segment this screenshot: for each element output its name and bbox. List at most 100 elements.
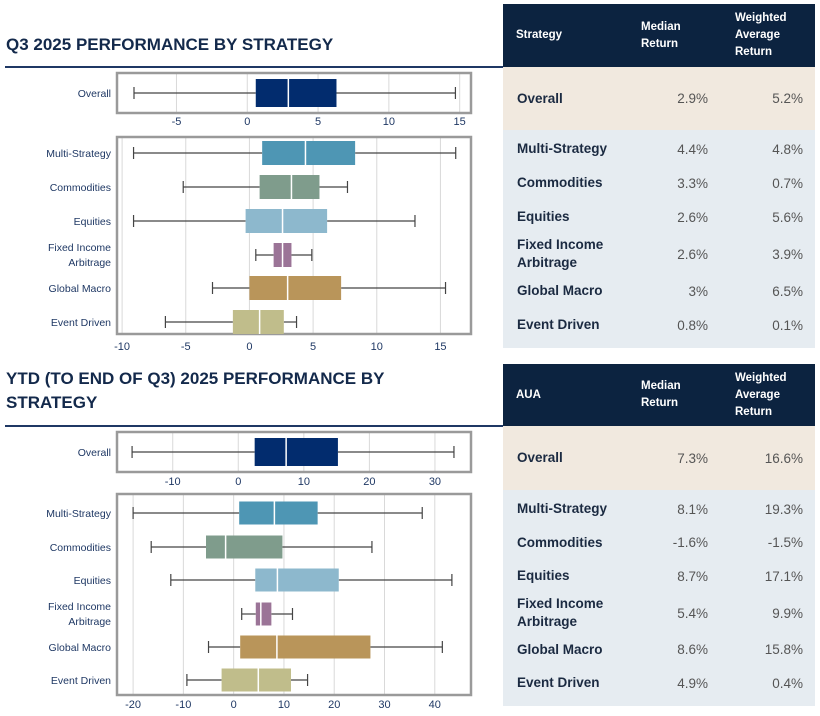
box-iqr: [255, 79, 337, 107]
boxplot-panel: -5 0 5 10 15 Overall: [78, 71, 473, 128]
category-label: Commodities: [50, 182, 111, 194]
median-return: 2.9%: [677, 91, 708, 106]
ytd-performance-table: AUA Median Return Weighted Average Retur…: [503, 364, 815, 706]
header-weighted: Weighted Average Return: [735, 12, 787, 58]
x-tick-label: 0: [231, 699, 237, 711]
row-label: Commodities: [517, 534, 603, 550]
table-bottom-padding: [503, 700, 815, 706]
category-label: Multi-Strategy: [46, 148, 112, 160]
category-label: Fixed Income Arbitrage: [48, 242, 111, 269]
table-row: Overall 2.9% 5.2%: [503, 67, 815, 130]
x-tick-label: -10: [175, 699, 191, 711]
header-median: Median Return: [641, 380, 681, 409]
table-header: AUA Median Return Weighted Average Retur…: [503, 364, 815, 426]
median-return: 4.9%: [677, 675, 708, 691]
box-iqr: [206, 535, 283, 559]
category-label: Commodities: [50, 542, 111, 554]
median-return: 5.4%: [677, 605, 708, 621]
x-tick-label: 10: [371, 341, 383, 353]
row-label: Equities: [517, 568, 570, 583]
x-tick-label: 5: [315, 116, 321, 128]
section-title-q3: Q3 2025 PERFORMANCE BY STRATEGY: [6, 35, 334, 54]
table-row: Fixed Income Arbitrage 5.4% 9.9%: [503, 593, 815, 633]
x-tick-label: 20: [363, 476, 375, 488]
weighted-average-return: 6.5%: [772, 283, 803, 299]
x-tick-label: -10: [114, 341, 130, 353]
row-label: Overall: [517, 90, 563, 106]
header-label: Strategy: [516, 29, 563, 41]
table-row: Multi-Strategy 8.1% 19.3%: [503, 490, 815, 526]
row-label: Fixed Income Arbitrage: [517, 596, 604, 629]
median-return: 0.8%: [677, 317, 708, 333]
title-underline: [5, 425, 505, 427]
weighted-average-return: 16.6%: [764, 450, 803, 466]
weighted-average-return: -1.5%: [767, 535, 803, 550]
q3-performance-table: Strategy Median Return Weighted Average …: [503, 4, 815, 348]
weighted-average-return: 0.7%: [772, 175, 803, 191]
section-title-ytd: YTD (TO END OF Q3) 2025 PERFORMANCE BY S…: [6, 369, 385, 412]
weighted-average-return: 4.8%: [772, 141, 803, 157]
x-tick-label: 30: [429, 476, 441, 488]
x-tick-label: 10: [278, 699, 290, 711]
box-iqr: [249, 276, 342, 300]
weighted-average-return: 3.9%: [772, 246, 803, 262]
table-row: Global Macro 3% 6.5%: [503, 274, 815, 308]
x-tick-label: -20: [125, 699, 141, 711]
category-label: Multi-Strategy: [46, 508, 112, 520]
median-return: 8.1%: [677, 501, 708, 517]
table-row: Commodities -1.6% -1.5%: [503, 526, 815, 559]
x-tick-label: -10: [165, 476, 181, 488]
table-header: Strategy Median Return Weighted Average …: [503, 4, 815, 67]
x-tick-label: 20: [328, 699, 340, 711]
plot-frame: [115, 71, 473, 115]
box-iqr: [221, 668, 291, 692]
header-weighted: Weighted Average Return: [735, 371, 787, 418]
box-iqr: [240, 635, 371, 659]
row-label: Multi-Strategy: [517, 141, 608, 156]
category-label: Global Macro: [49, 283, 112, 295]
category-label: Event Driven: [51, 317, 111, 329]
category-label: Global Macro: [49, 642, 112, 654]
category-label: Fixed Income Arbitrage: [48, 601, 111, 628]
plot-frame: [115, 430, 473, 474]
weighted-average-return: 5.6%: [772, 209, 803, 225]
table-row: Event Driven 4.9% 0.4%: [503, 666, 815, 700]
row-label: Global Macro: [517, 641, 603, 657]
boxplot-panel: -10 -5 0 5 10 15 Multi-Strategy Commodities Equi…: [46, 135, 473, 353]
category-label: Overall: [78, 88, 111, 100]
table-row: Multi-Strategy 4.4% 4.8%: [503, 130, 815, 166]
row-label: Equities: [517, 209, 570, 224]
median-return: -1.6%: [672, 535, 708, 550]
x-tick-label: 40: [429, 699, 441, 711]
weighted-average-return: 0.1%: [772, 317, 803, 333]
weighted-average-return: 15.8%: [764, 642, 803, 657]
weighted-average-return: 9.9%: [772, 605, 803, 621]
x-tick-label: -5: [172, 116, 182, 128]
x-tick-label: 0: [235, 476, 241, 488]
row-label: Commodities: [517, 175, 603, 190]
boxplot-panel: -10 0 10 20 30 Overall: [78, 430, 473, 488]
x-tick-label: 0: [246, 341, 252, 353]
table-row: Equities 8.7% 17.1%: [503, 559, 815, 593]
category-label: Equities: [74, 575, 111, 587]
box-iqr: [232, 310, 284, 334]
row-label: Fixed Income Arbitrage: [517, 237, 604, 270]
table-row: Commodities 3.3% 0.7%: [503, 166, 815, 200]
weighted-average-return: 0.4%: [772, 675, 803, 691]
table-row: Overall 7.3% 16.6%: [503, 426, 815, 490]
table-row: Event Driven 0.8% 0.1%: [503, 308, 815, 342]
box-iqr: [259, 175, 320, 199]
weighted-average-return: 17.1%: [764, 568, 803, 584]
median-return: 7.3%: [677, 450, 708, 466]
category-label: Event Driven: [51, 675, 111, 687]
title-underline: [5, 66, 505, 68]
plot-frame: [115, 492, 473, 697]
row-label: Event Driven: [517, 317, 600, 332]
boxplot-panel: -20 -10 0 10 20 30 40 Multi-Strategy Commodities…: [46, 492, 473, 711]
median-return: 8.6%: [677, 642, 708, 657]
header-label: AUA: [516, 388, 541, 401]
x-tick-label: 30: [378, 699, 390, 711]
x-tick-label: 5: [310, 341, 316, 353]
box-iqr: [262, 141, 356, 165]
row-label: Multi-Strategy: [517, 501, 608, 516]
